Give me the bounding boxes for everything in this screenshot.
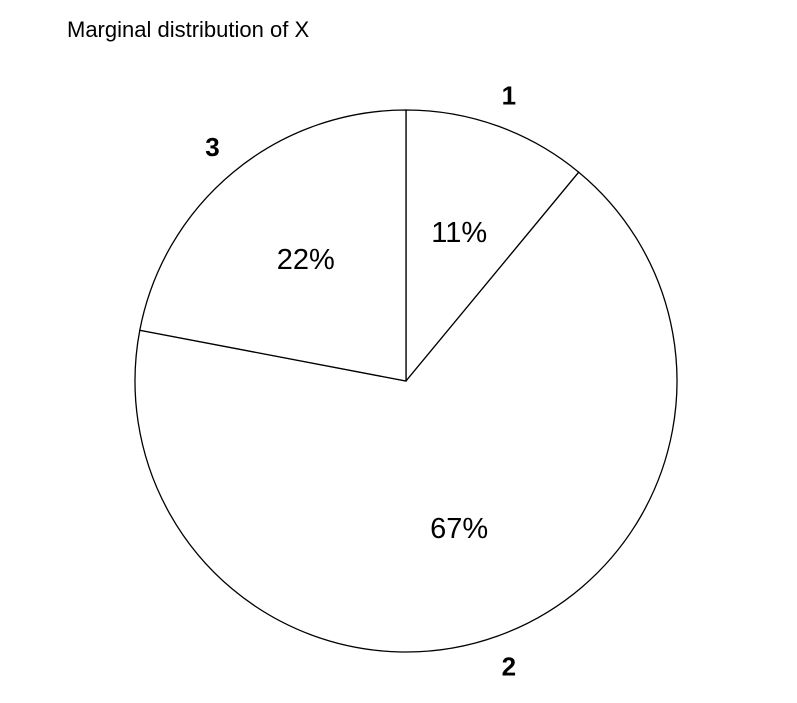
slice-category-label: 1 <box>502 80 516 110</box>
slice-percent-label: 22% <box>277 244 335 276</box>
pie-slice-3 <box>139 109 407 382</box>
slice-category-label: 2 <box>502 652 516 682</box>
slice-percent-label: 67% <box>430 513 488 545</box>
chart-title: Marginal distribution of X <box>67 17 310 42</box>
pie-slice-2 <box>134 171 678 653</box>
pie-slice-1 <box>405 109 580 383</box>
slice-category-label: 3 <box>205 132 219 162</box>
slice-percent-label: 11% <box>431 217 487 249</box>
